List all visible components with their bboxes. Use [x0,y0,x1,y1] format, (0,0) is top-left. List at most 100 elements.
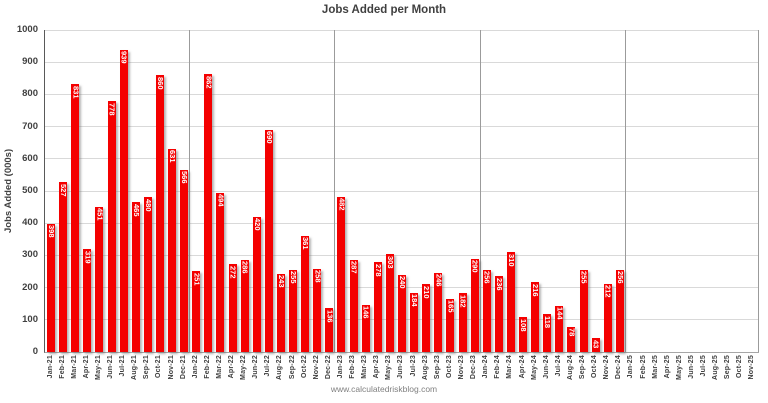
x-axis-tick-text: Mar-22 [215,355,223,379]
bar-value-label-Jan-23: 482 [337,198,347,211]
year-separator-after-Dec-22 [334,30,335,352]
bar-Sep-21: 480 [143,197,153,352]
bar-Feb-21: 527 [59,182,68,352]
x-axis-tick-text: Jun-24 [542,355,550,379]
x-axis-tick-label-Oct-23: Oct-23 [443,355,455,389]
bar-Dec-23: 290 [470,258,480,352]
bar-value-label-Jul-21: 939 [119,51,129,64]
gridline-y1000 [45,29,759,31]
x-axis-tick-text: Sep-25 [724,355,732,380]
x-axis-tick-text: Jul-24 [554,355,562,377]
x-axis-tick-label-Dec-24: Dec-24 [613,355,625,389]
bar-value-label-Apr-21: 319 [83,250,93,264]
bar-value-label-Nov-23: 182 [458,294,468,308]
bar-Jan-23: 482 [337,196,347,352]
x-axis-tick-label-Nov-24: Nov-24 [601,355,613,389]
x-axis-tick-text: Aug-24 [566,355,574,380]
x-axis-tick-label-Jun-23: Jun-23 [395,355,407,389]
bar-value-label-Aug-23: 210 [422,285,432,299]
x-axis-tick-label-Mar-25: Mar-25 [649,355,661,389]
x-axis-tick-label-Aug-22: Aug-22 [274,355,286,389]
x-axis-tick-text: Nov-24 [603,355,611,380]
bar-value-label-Dec-22: 136 [325,309,335,323]
x-axis-tick-label-Feb-24: Feb-24 [492,355,504,389]
x-axis-tick-label-Aug-25: Aug-25 [710,355,722,389]
x-axis-tick-label-May-21: May-21 [92,355,104,389]
bar-Aug-24: 78 [567,326,576,352]
x-axis-tick-label-May-24: May-24 [528,355,540,389]
bar-value-label-Jul-22: 690 [264,131,274,144]
bar-Jun-21: 778 [107,101,117,352]
x-axis-tick-label-Dec-22: Dec-22 [322,355,334,389]
plot-area: 398 527 831 319 451 778 939 465 480 860 631 566 251 8… [44,29,759,353]
x-axis-tick-text: Mar-24 [506,355,514,379]
bar-value-label-Jan-21: 398 [47,225,57,238]
x-axis-tick-text: Dec-24 [615,355,623,380]
x-axis-tick-text: Nov-21 [167,355,175,380]
x-axis-tick-text: Oct-23 [445,355,453,378]
bar-value-label-Nov-24: 212 [603,285,613,298]
bar-value-label-Oct-22: 361 [301,237,311,250]
x-axis-tick-text: Dec-21 [179,355,187,380]
bar-value-label-Apr-22: 272 [228,265,238,279]
x-axis-tick-text: Sep-23 [433,355,441,380]
y-axis-tick-label-0: 0 [32,346,38,357]
x-axis-tick-label-Nov-22: Nov-22 [310,355,322,389]
bar-Dec-24: 256 [615,269,625,352]
x-axis-tick-text: Feb-22 [203,355,211,379]
x-axis-tick-label-Sep-24: Sep-24 [576,355,588,389]
y-axis-tick-label-300: 300 [22,249,38,261]
gridline-y400 [45,222,759,224]
x-axis-tick-label-Jun-22: Jun-22 [250,355,262,389]
bar-Apr-23: 278 [373,262,383,352]
gridline-y600 [45,158,759,160]
x-axis-tick-text: Aug-22 [276,355,284,380]
bar-value-label-Aug-22: 243 [276,275,286,288]
watermark-text: www.calculatedriskblog.com [330,384,438,394]
x-axis-tick-label-Nov-21: Nov-21 [165,355,177,389]
x-axis-tick-label-Nov-25: Nov-25 [746,355,758,389]
x-axis-tick-label-Sep-22: Sep-22 [286,355,298,389]
y-axis-tick-label-500: 500 [22,185,38,196]
gridline-y500 [45,190,759,192]
x-axis-tick-label-Aug-24: Aug-24 [564,355,576,389]
y-axis-tick-label-600: 600 [22,152,38,164]
bar-value-label-May-21: 451 [95,208,105,221]
bar-Sep-24: 255 [579,269,589,352]
x-axis-tick-label-Jan-21: Jan-21 [44,355,56,389]
bar-value-label-Mar-21: 831 [71,85,81,99]
gridline-y700 [45,126,759,128]
bar-Jun-24: 118 [543,314,552,352]
x-axis-tick-text: Jan-22 [191,355,199,379]
bar-Aug-21: 465 [131,202,141,352]
bar-Mar-24: 310 [506,252,516,352]
bar-value-label-Aug-21: 465 [131,203,141,217]
x-axis-tick-label-Mar-23: Mar-23 [359,355,371,389]
bar-Nov-22: 258 [313,268,322,352]
x-axis-tick-label-Apr-21: Apr-21 [80,355,92,389]
x-axis-tick-label-Jun-25: Jun-25 [685,355,697,389]
x-axis-tick-text: Dec-23 [470,355,478,380]
bar-Apr-22: 272 [228,264,238,352]
bar-value-label-Dec-21: 566 [180,171,190,184]
bar-Jul-21: 939 [119,49,129,352]
y-axis-tick-label-100: 100 [22,313,38,325]
x-axis-tick-text: Feb-23 [349,355,357,379]
bar-value-label-Dec-23: 290 [470,260,480,273]
x-axis-tick-text: Mar-25 [651,355,659,379]
bar-value-label-Oct-21: 860 [155,76,165,90]
x-axis-tick-label-Jan-22: Jan-22 [189,355,201,389]
x-axis-tick-text: Apr-21 [82,355,90,379]
x-axis-tick-label-Jul-22: Jul-22 [262,355,274,389]
x-axis-tick-label-Jan-25: Jan-25 [625,355,637,389]
x-axis-tick-label-May-25: May-25 [673,355,685,389]
x-axis-tick-text: Nov-22 [312,355,320,380]
x-axis-tick-label-May-23: May-23 [383,355,395,389]
x-axis-tick-label-Apr-25: Apr-25 [661,355,673,389]
bar-value-label-Sep-21: 480 [143,198,153,212]
x-axis-tick-label-Oct-25: Oct-25 [734,355,746,389]
bar-Oct-22: 361 [301,235,311,352]
x-axis-tick-text: Jul-25 [700,355,708,377]
x-axis-tick-label-Jan-23: Jan-23 [334,355,346,389]
bar-Sep-22: 255 [289,269,298,352]
